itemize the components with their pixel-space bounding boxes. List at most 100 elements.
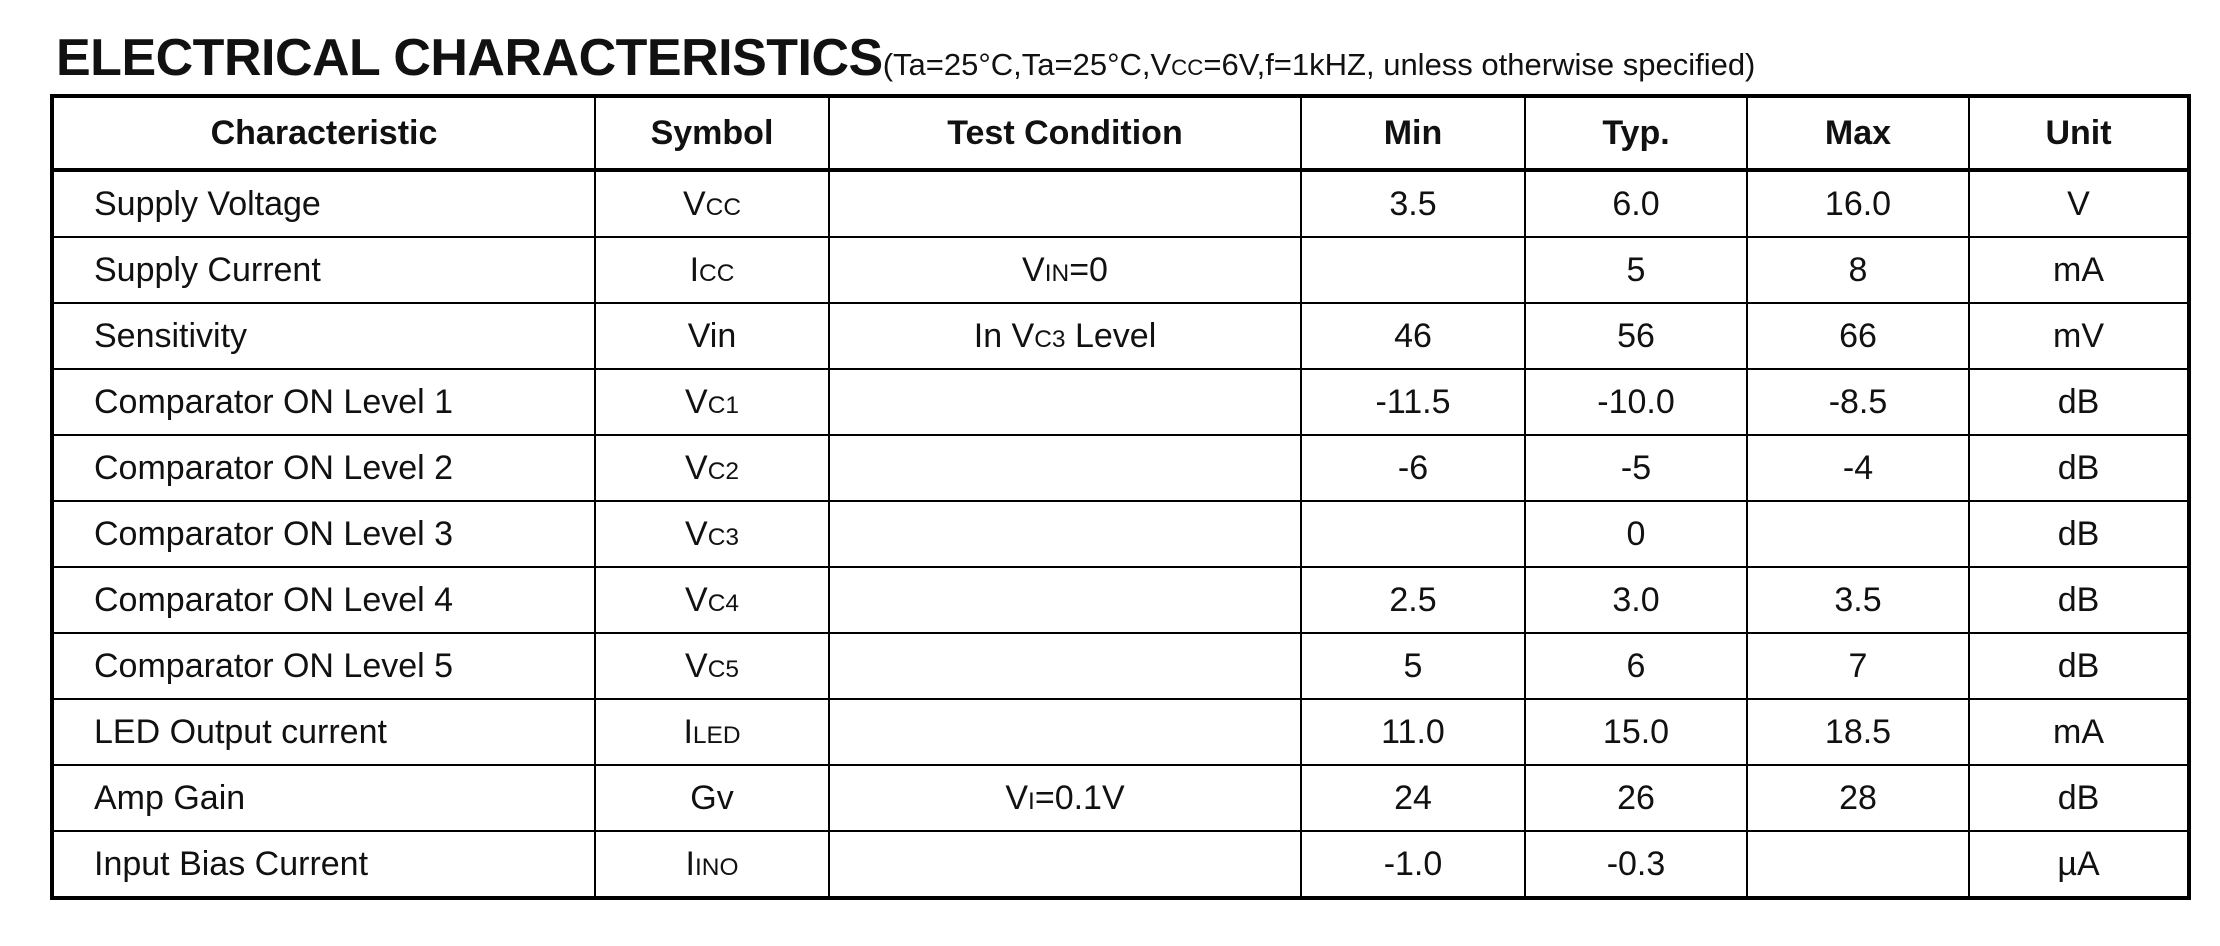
cell: dB <box>1968 500 2190 568</box>
text-part: V <box>1005 778 1029 817</box>
cell-text: Sensitivity <box>94 316 248 355</box>
text-part: V <box>682 184 706 223</box>
cell: Comparator ON Level 1 <box>51 368 596 436</box>
subscript: C4 <box>707 589 739 617</box>
subscript: C3 <box>1034 325 1066 353</box>
cell: 28 <box>1746 764 1970 832</box>
column-header: Min <box>1300 95 1526 171</box>
cell: IINO <box>594 830 830 899</box>
cell-text: -10.0 <box>1597 382 1675 421</box>
cell: Comparator ON Level 4 <box>51 566 596 634</box>
cell-text: -5 <box>1620 448 1652 487</box>
cell: Comparator ON Level 5 <box>51 632 596 700</box>
cell-text: mV <box>2053 316 2104 355</box>
subscript: LED <box>692 721 741 749</box>
cell-text: 6 <box>1626 646 1646 685</box>
text-part: V <box>685 382 708 421</box>
cell: 56 <box>1524 302 1748 370</box>
cell-text: -6 <box>1397 448 1429 487</box>
cell: 46 <box>1300 302 1526 370</box>
text-part: (Ta=25°C,Ta=25°C,V <box>882 47 1172 82</box>
cell: Sensitivity <box>51 302 596 370</box>
text-part: V <box>1022 250 1045 289</box>
table-row: Input Bias Current IINO -1.0 -0.3 µA <box>51 830 2190 899</box>
cell: 7 <box>1746 632 1970 700</box>
cell: 2.5 <box>1300 566 1526 634</box>
table-row: Sensitivity Vin In VC3 Level 46 56 66 mV <box>51 302 2190 370</box>
cell: -10.0 <box>1524 368 1748 436</box>
cell <box>828 500 1302 568</box>
cell-text: 6.0 <box>1612 184 1660 223</box>
cell <box>1746 830 1970 899</box>
cell-text: 11.0 <box>1381 712 1445 751</box>
cell: ILED <box>594 698 830 766</box>
cell: 16.0 <box>1746 169 1970 238</box>
cell <box>828 566 1302 634</box>
text-part: V <box>685 646 708 685</box>
cell: dB <box>1968 764 2190 832</box>
cell-text: Supply Current <box>94 250 321 289</box>
cell-text: Comparator ON Level 5 <box>94 646 454 685</box>
cell: 3.5 <box>1300 169 1526 238</box>
cell: LED Output current <box>51 698 596 766</box>
cell: dB <box>1968 566 2190 634</box>
cell: 5 <box>1524 236 1748 304</box>
cell-text: 0 <box>1626 514 1646 553</box>
cell: Amp Gain <box>51 764 596 832</box>
cell <box>828 368 1302 436</box>
cell-text: -11.5 <box>1375 382 1451 421</box>
cell: ICC <box>594 236 830 304</box>
subscript: C2 <box>707 457 739 485</box>
cell: Comparator ON Level 2 <box>51 434 596 502</box>
cell: In VC3 Level <box>828 302 1302 370</box>
cell: mV <box>1968 302 2190 370</box>
cell-text: 66 <box>1839 316 1877 355</box>
cell-text: 18.5 <box>1824 712 1892 751</box>
table-row: Supply Current ICC VIN=0 5 8 mA <box>51 236 2190 304</box>
cell: -0.3 <box>1524 830 1748 899</box>
cell: 15.0 <box>1524 698 1748 766</box>
cell <box>828 169 1302 238</box>
cell: Supply Current <box>51 236 596 304</box>
table-row: Comparator ON Level 4 VC4 2.5 3.0 3.5 dB <box>51 566 2190 634</box>
cell: -5 <box>1524 434 1748 502</box>
cell: µA <box>1968 830 2190 899</box>
cell: 6.0 <box>1524 169 1748 238</box>
table-row: Amp Gain Gv VI=0.1V 24 26 28 dB <box>51 764 2190 832</box>
subscript: C3 <box>707 523 739 551</box>
cell: dB <box>1968 632 2190 700</box>
cell: dB <box>1968 434 2190 502</box>
text-part: V <box>685 448 708 487</box>
cell-text: 7 <box>1848 646 1868 685</box>
cell-text: 3.0 <box>1612 580 1660 619</box>
cell-text: Supply Voltage <box>94 184 321 223</box>
cell-text: -4 <box>1842 448 1874 487</box>
cell-text: µA <box>2057 844 2100 883</box>
table-body: Supply Voltage VCC 3.5 6.0 16.0 V Supply Curre… <box>51 169 2190 899</box>
cell-text: mA <box>2053 712 2104 751</box>
cell-text: 16.0 <box>1824 184 1892 223</box>
subscript: IN <box>1044 259 1070 287</box>
cell-text: 26 <box>1617 778 1655 817</box>
cell: VC5 <box>594 632 830 700</box>
subscript: C1 <box>707 391 739 419</box>
cell-text: dB <box>2057 778 2100 817</box>
subscript: CC <box>705 193 742 221</box>
cell: mA <box>1968 236 2190 304</box>
text-part: V <box>685 514 708 553</box>
cell: 3.0 <box>1524 566 1748 634</box>
subscript: C5 <box>707 655 739 683</box>
column-header: Test Condition <box>828 95 1302 171</box>
cell-text: dB <box>2057 646 2100 685</box>
cell: -4 <box>1746 434 1970 502</box>
cell: Input Bias Current <box>51 830 596 899</box>
cell: VC3 <box>594 500 830 568</box>
cell: -1.0 <box>1300 830 1526 899</box>
cell-text: 56 <box>1617 316 1655 355</box>
cell: VIN=0 <box>828 236 1302 304</box>
text-part: =6V,f=1kHZ, unless otherwise specified) <box>1203 47 1756 82</box>
cell-text: Gv <box>690 778 734 817</box>
subscript: CC <box>1171 55 1204 80</box>
cell-text: 2.5 <box>1389 580 1437 619</box>
